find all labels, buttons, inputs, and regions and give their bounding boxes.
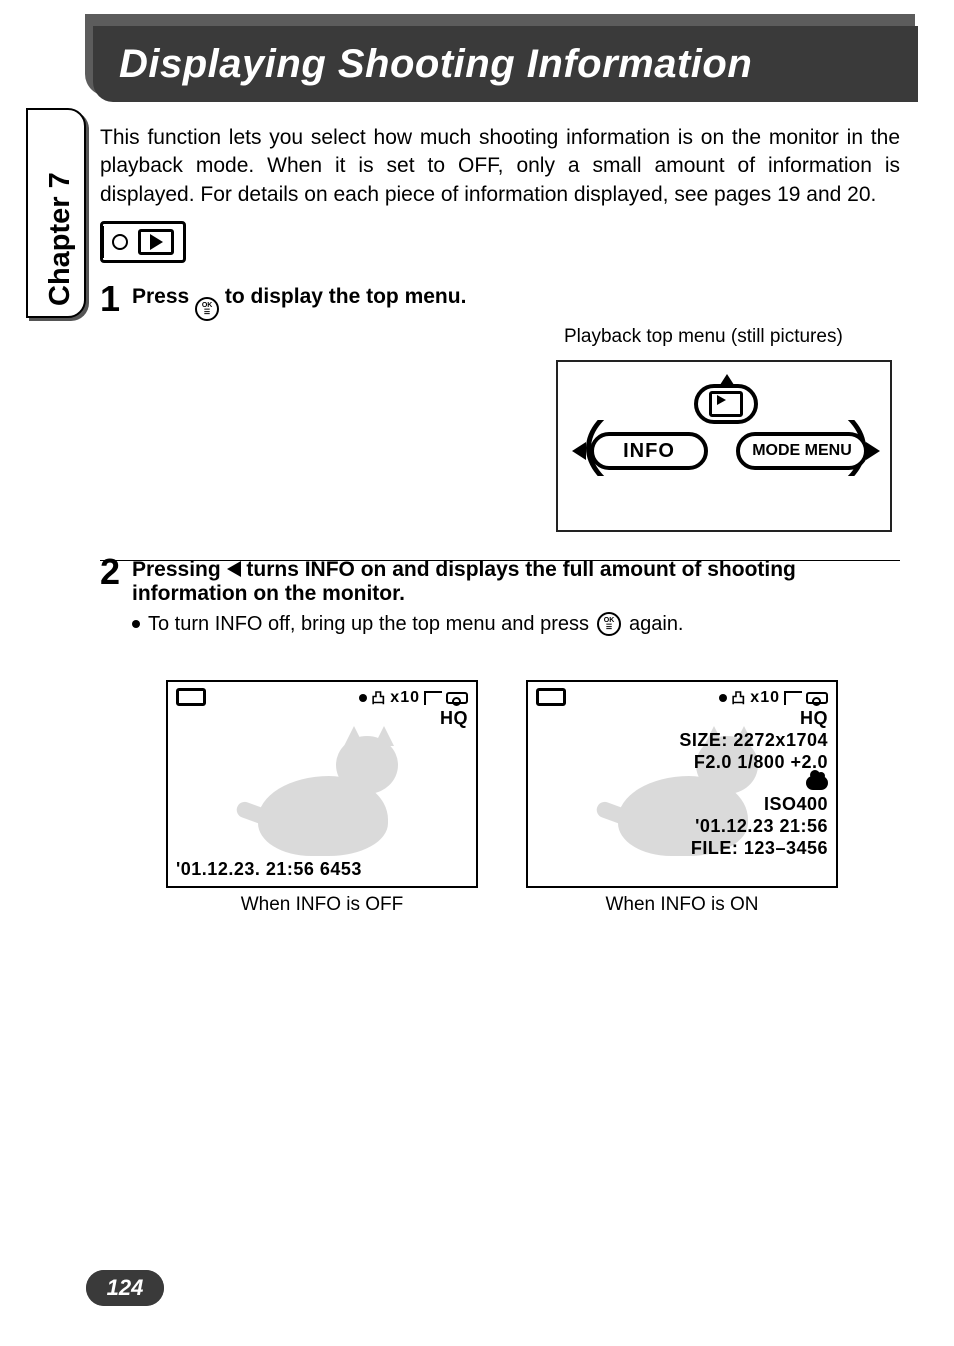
page: Displaying Shooting Information Chapter … bbox=[0, 0, 954, 1346]
step-1-text: Press OK☰ to display the top menu. bbox=[132, 281, 466, 321]
protect-icon bbox=[806, 692, 828, 704]
print-count: x10 bbox=[750, 689, 780, 707]
body-column: This function lets you select how much s… bbox=[100, 124, 900, 321]
ok-menu-icon: OK☰ bbox=[195, 297, 219, 321]
arrow-left-icon bbox=[572, 442, 586, 460]
protect-icon bbox=[446, 692, 468, 704]
caption-info-on: When INFO is ON bbox=[526, 894, 838, 916]
step-2-text-before: Pressing bbox=[132, 558, 227, 581]
cat-image-icon bbox=[240, 728, 400, 868]
bullet-text-before: To turn INFO off, bring up the top menu … bbox=[148, 613, 589, 636]
info-pill: INFO bbox=[590, 432, 708, 470]
iso-label: ISO400 bbox=[764, 794, 828, 815]
topmenu-illustration: INFO MODE MENU bbox=[556, 360, 892, 532]
step-2-text: Pressing turns INFO on and displays the … bbox=[132, 554, 900, 606]
file-label: FILE: 123–3456 bbox=[691, 838, 828, 859]
caption-info-off: When INFO is OFF bbox=[166, 894, 478, 916]
step-2-number: 2 bbox=[100, 554, 132, 590]
example-screens: 凸 x10 HQ '01.12.23. 21:56 6453 When INFO… bbox=[166, 680, 838, 916]
ok-menu-icon: OK☰ bbox=[597, 612, 621, 636]
hq-label: HQ bbox=[440, 708, 468, 729]
wb-row bbox=[806, 774, 828, 795]
step-2-bullet: To turn INFO off, bring up the top menu … bbox=[132, 612, 900, 636]
arrow-right-icon bbox=[866, 442, 880, 460]
header-bar: Displaying Shooting Information bbox=[93, 26, 918, 102]
slideshow-pill bbox=[694, 384, 758, 424]
screen-info-on-box: 凸 x10 HQ SIZE: 2272x1704 F2.0 1/800 +2.0… bbox=[526, 680, 838, 888]
record-dot-icon bbox=[359, 694, 367, 702]
step-2: 2 Pressing turns INFO on and displays th… bbox=[100, 554, 900, 636]
corner-icon bbox=[424, 691, 442, 705]
step-1-number: 1 bbox=[100, 281, 132, 317]
cloud-icon bbox=[806, 776, 828, 790]
mode-menu-pill: MODE MENU bbox=[736, 432, 868, 470]
bullet-icon bbox=[132, 620, 140, 628]
chapter-tab: Chapter 7 bbox=[26, 108, 86, 318]
slideshow-icon bbox=[712, 394, 740, 414]
battery-icon bbox=[536, 688, 566, 706]
dial-icon: INFO MODE MENU bbox=[586, 378, 866, 518]
print-count: x10 bbox=[390, 689, 420, 707]
datetime-label: '01.12.23 21:56 bbox=[695, 816, 828, 837]
mode-indicator-box bbox=[100, 221, 186, 263]
osd-top-right: 凸 x10 bbox=[359, 688, 468, 708]
exposure-label: F2.0 1/800 +2.0 bbox=[694, 752, 828, 773]
page-title: Displaying Shooting Information bbox=[119, 42, 752, 87]
size-label: SIZE: 2272x1704 bbox=[679, 730, 828, 751]
chapter-label: Chapter 7 bbox=[44, 172, 77, 306]
topmenu-caption: Playback top menu (still pictures) bbox=[564, 326, 843, 348]
intro-text: This function lets you select how much s… bbox=[100, 124, 900, 209]
osd-top-right: 凸 x10 bbox=[719, 688, 828, 708]
corner-icon bbox=[784, 691, 802, 705]
bullet-text-after: again. bbox=[629, 613, 684, 636]
step-1-text-after: to display the top menu. bbox=[225, 285, 467, 308]
left-arrow-icon bbox=[227, 561, 241, 577]
osd-bottom: '01.12.23. 21:56 6453 bbox=[176, 859, 362, 880]
screen-info-off: 凸 x10 HQ '01.12.23. 21:56 6453 When INFO… bbox=[166, 680, 478, 916]
playback-icon bbox=[138, 229, 174, 255]
step-1: 1 Press OK☰ to display the top menu. bbox=[100, 281, 900, 321]
step-1-text-before: Press bbox=[132, 285, 195, 308]
hq-label: HQ bbox=[800, 708, 828, 729]
brace-icon bbox=[101, 226, 107, 258]
record-dot-icon bbox=[719, 694, 727, 702]
page-number: 124 bbox=[86, 1270, 164, 1306]
battery-icon bbox=[176, 688, 206, 706]
screen-info-off-box: 凸 x10 HQ '01.12.23. 21:56 6453 bbox=[166, 680, 478, 888]
circle-icon bbox=[112, 234, 128, 250]
screen-info-on: 凸 x10 HQ SIZE: 2272x1704 F2.0 1/800 +2.0… bbox=[526, 680, 838, 916]
